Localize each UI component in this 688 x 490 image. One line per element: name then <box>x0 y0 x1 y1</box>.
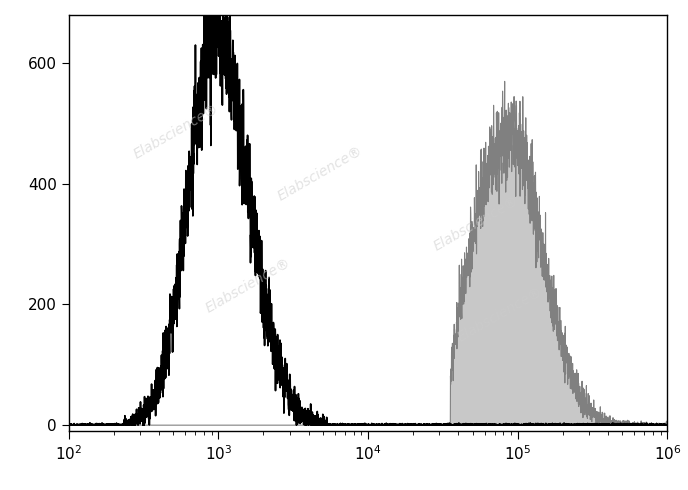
Text: Elabscience®: Elabscience® <box>275 143 365 203</box>
Text: Elabscience®: Elabscience® <box>131 101 222 161</box>
Text: Elabscience®: Elabscience® <box>204 255 293 316</box>
Text: Elabscience®: Elabscience® <box>455 285 545 344</box>
Text: Elabscience®: Elabscience® <box>431 193 521 253</box>
